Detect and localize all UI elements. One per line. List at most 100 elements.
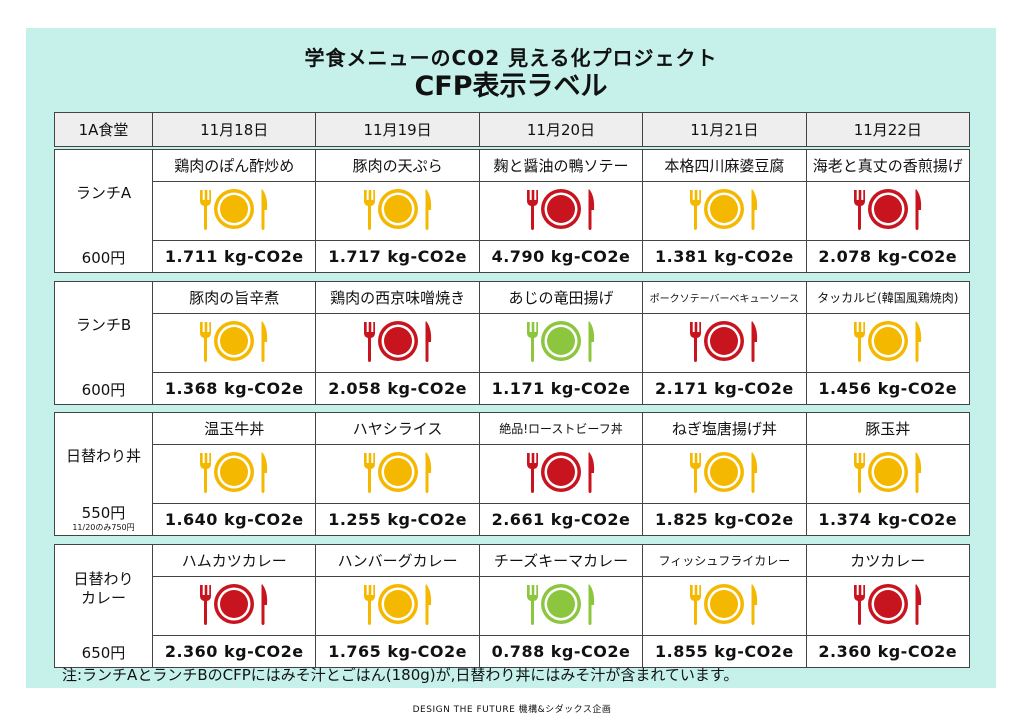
- cfp-icon-cell: [478, 313, 644, 373]
- dish-name: 海老と真丈の香煎揚げ: [805, 149, 971, 182]
- menu-label-cell: 日替わり丼 550円 11/20のみ750円: [54, 412, 153, 536]
- dish-name: ハヤシライス: [315, 412, 480, 445]
- cfp-icon-cell: [478, 444, 644, 504]
- dish-name: 本格四川麻婆豆腐: [642, 149, 807, 182]
- cfp-icon-cell: [642, 181, 807, 241]
- menu-price: 600円: [81, 381, 126, 399]
- dish-name-row: 日替わり カレー 650円 ハムカツカレー ハンバーグカレー チーズキーマカレー フィッシ…: [54, 544, 971, 668]
- plate-fork-knife-icon: [523, 449, 599, 495]
- cfp-icon-cell: [805, 181, 971, 241]
- plate-fork-knife-icon: [196, 449, 272, 495]
- plate-fork-knife-icon: [523, 186, 599, 232]
- dish-name: 豚玉丼: [805, 412, 971, 445]
- cfp-icon-cell: [151, 444, 317, 504]
- dish-name: あじの竜田揚げ: [478, 281, 644, 314]
- co2-value: 1.255 kg-CO2e: [315, 503, 480, 536]
- plate-fork-knife-icon: [196, 581, 272, 627]
- cfp-icon-cell: [805, 576, 971, 636]
- cfp-icon-row: [55, 444, 971, 504]
- co2-value: 1.640 kg-CO2e: [151, 503, 317, 536]
- menu-price-note: 11/20のみ750円: [72, 523, 135, 532]
- plate-fork-knife-icon: [850, 318, 926, 364]
- cfp-icon-cell: [315, 181, 480, 241]
- co2-value: 0.788 kg-CO2e: [478, 635, 644, 668]
- cfp-icon-cell: [642, 576, 807, 636]
- dish-name: 絶品!ローストビーフ丼: [478, 412, 644, 445]
- page-title: CFP表示ラベル: [414, 71, 608, 102]
- dish-name: ハンバーグカレー: [315, 544, 480, 577]
- dish-name-row: 日替わり丼 550円 11/20のみ750円 温玉牛丼 ハヤシライス 絶品!ローストビーフ…: [54, 412, 971, 536]
- project-title: 学食メニューのCO2 見える化プロジェクト: [304, 46, 718, 70]
- co2-value: 1.456 kg-CO2e: [805, 372, 971, 405]
- dish-name: 豚肉の旨辛煮: [151, 281, 317, 314]
- cfp-icon-row: [55, 576, 971, 636]
- date-header: 11月22日: [805, 112, 971, 147]
- plate-fork-knife-icon: [850, 186, 926, 232]
- dish-name: 鶏肉のぽん酢炒め: [151, 149, 317, 182]
- date-header-row: 1A食堂 11月18日 11月19日 11月20日 11月21日 11月22日: [54, 112, 971, 147]
- menu-block: ランチA 600円 鶏肉のぽん酢炒め 豚肉の天ぷら 麹と醤油の鴨ソテー 本格四川麻婆豆腐海…: [54, 149, 971, 273]
- dish-name: 鶏肉の西京味噌焼き: [315, 281, 480, 314]
- cfp-icon-row: [55, 181, 971, 241]
- cfp-icon-cell: [805, 313, 971, 373]
- co2-value: 1.171 kg-CO2e: [478, 372, 644, 405]
- cfp-icon-cell: [151, 313, 317, 373]
- dish-name: 温玉牛丼: [151, 412, 317, 445]
- date-header: 11月20日: [478, 112, 644, 147]
- dish-name-row: ランチA 600円 鶏肉のぽん酢炒め 豚肉の天ぷら 麹と醤油の鴨ソテー 本格四川麻婆豆腐海…: [54, 149, 971, 273]
- menu-name: 日替わり カレー: [73, 570, 134, 607]
- co2-value: 2.058 kg-CO2e: [315, 372, 480, 405]
- cafeteria-name: 1A食堂: [54, 112, 153, 147]
- cfp-value-row: 1.711 kg-CO2e 1.717 kg-CO2e 4.790 kg-CO2e 1…: [55, 240, 971, 273]
- cfp-value-row: 1.640 kg-CO2e 1.255 kg-CO2e 2.661 kg-CO2e 1…: [55, 503, 971, 536]
- cfp-icon-cell: [478, 576, 644, 636]
- cfp-icon-cell: [642, 313, 807, 373]
- menu-label-cell: ランチA 600円: [54, 149, 153, 273]
- plate-fork-knife-icon: [686, 581, 762, 627]
- dish-name: カツカレー: [805, 544, 971, 577]
- menu-price: 550円: [81, 504, 126, 522]
- dish-name: 麹と醤油の鴨ソテー: [478, 149, 644, 182]
- dish-name: 豚肉の天ぷら: [315, 149, 480, 182]
- plate-fork-knife-icon: [360, 186, 436, 232]
- menu-block: 日替わり カレー 650円 ハムカツカレー ハンバーグカレー チーズキーマカレー フィッシ…: [54, 544, 971, 668]
- co2-value: 2.360 kg-CO2e: [151, 635, 317, 668]
- dish-name: ハムカツカレー: [151, 544, 317, 577]
- cfp-value-row: 1.368 kg-CO2e 2.058 kg-CO2e 1.171 kg-CO2e 2…: [55, 372, 971, 405]
- co2-value: 1.368 kg-CO2e: [151, 372, 317, 405]
- dish-name: チーズキーマカレー: [478, 544, 644, 577]
- co2-value: 4.790 kg-CO2e: [478, 240, 644, 273]
- co2-value: 2.661 kg-CO2e: [478, 503, 644, 536]
- plate-fork-knife-icon: [686, 449, 762, 495]
- co2-value: 1.381 kg-CO2e: [642, 240, 807, 273]
- menu-name: ランチA: [75, 184, 132, 202]
- date-header: 11月18日: [151, 112, 317, 147]
- plate-fork-knife-icon: [850, 581, 926, 627]
- menu-price: 600円: [81, 249, 126, 267]
- menu-block: ランチB 600円 豚肉の旨辛煮 鶏肉の西京味噌焼き あじの竜田揚げ ポークソテーバーベキ…: [54, 281, 971, 405]
- dish-name: ねぎ塩唐揚げ丼: [642, 412, 807, 445]
- menu-name: 日替わり丼: [65, 447, 141, 465]
- co2-value: 1.855 kg-CO2e: [642, 635, 807, 668]
- dish-name: ポークソテーバーベキューソース: [642, 281, 807, 314]
- credit: DESIGN THE FUTURE 機構&シダックス企画: [412, 705, 612, 715]
- menu-label-cell: 日替わり カレー 650円: [54, 544, 153, 668]
- date-header: 11月19日: [315, 112, 480, 147]
- plate-fork-knife-icon: [196, 318, 272, 364]
- cfp-icon-cell: [805, 444, 971, 504]
- co2-value: 2.078 kg-CO2e: [805, 240, 971, 273]
- menu-label-cell: ランチB 600円: [54, 281, 153, 405]
- date-header: 11月21日: [642, 112, 807, 147]
- cfp-icon-cell: [315, 576, 480, 636]
- co2-value: 2.171 kg-CO2e: [642, 372, 807, 405]
- plate-fork-knife-icon: [360, 581, 436, 627]
- co2-value: 1.374 kg-CO2e: [805, 503, 971, 536]
- cfp-icon-row: [55, 313, 971, 373]
- dish-name: タッカルビ(韓国風鶏焼肉): [805, 281, 971, 314]
- cfp-icon-cell: [642, 444, 807, 504]
- label-panel: 学食メニューのCO2 見える化プロジェクト CFP表示ラベル 1A食堂 11月1…: [26, 28, 996, 688]
- plate-fork-knife-icon: [523, 318, 599, 364]
- footnote: 注:ランチAとランチBのCFPにはみそ汁とごはん(180g)が,日替わり丼にはみ…: [62, 666, 739, 684]
- cfp-icon-cell: [478, 181, 644, 241]
- plate-fork-knife-icon: [196, 186, 272, 232]
